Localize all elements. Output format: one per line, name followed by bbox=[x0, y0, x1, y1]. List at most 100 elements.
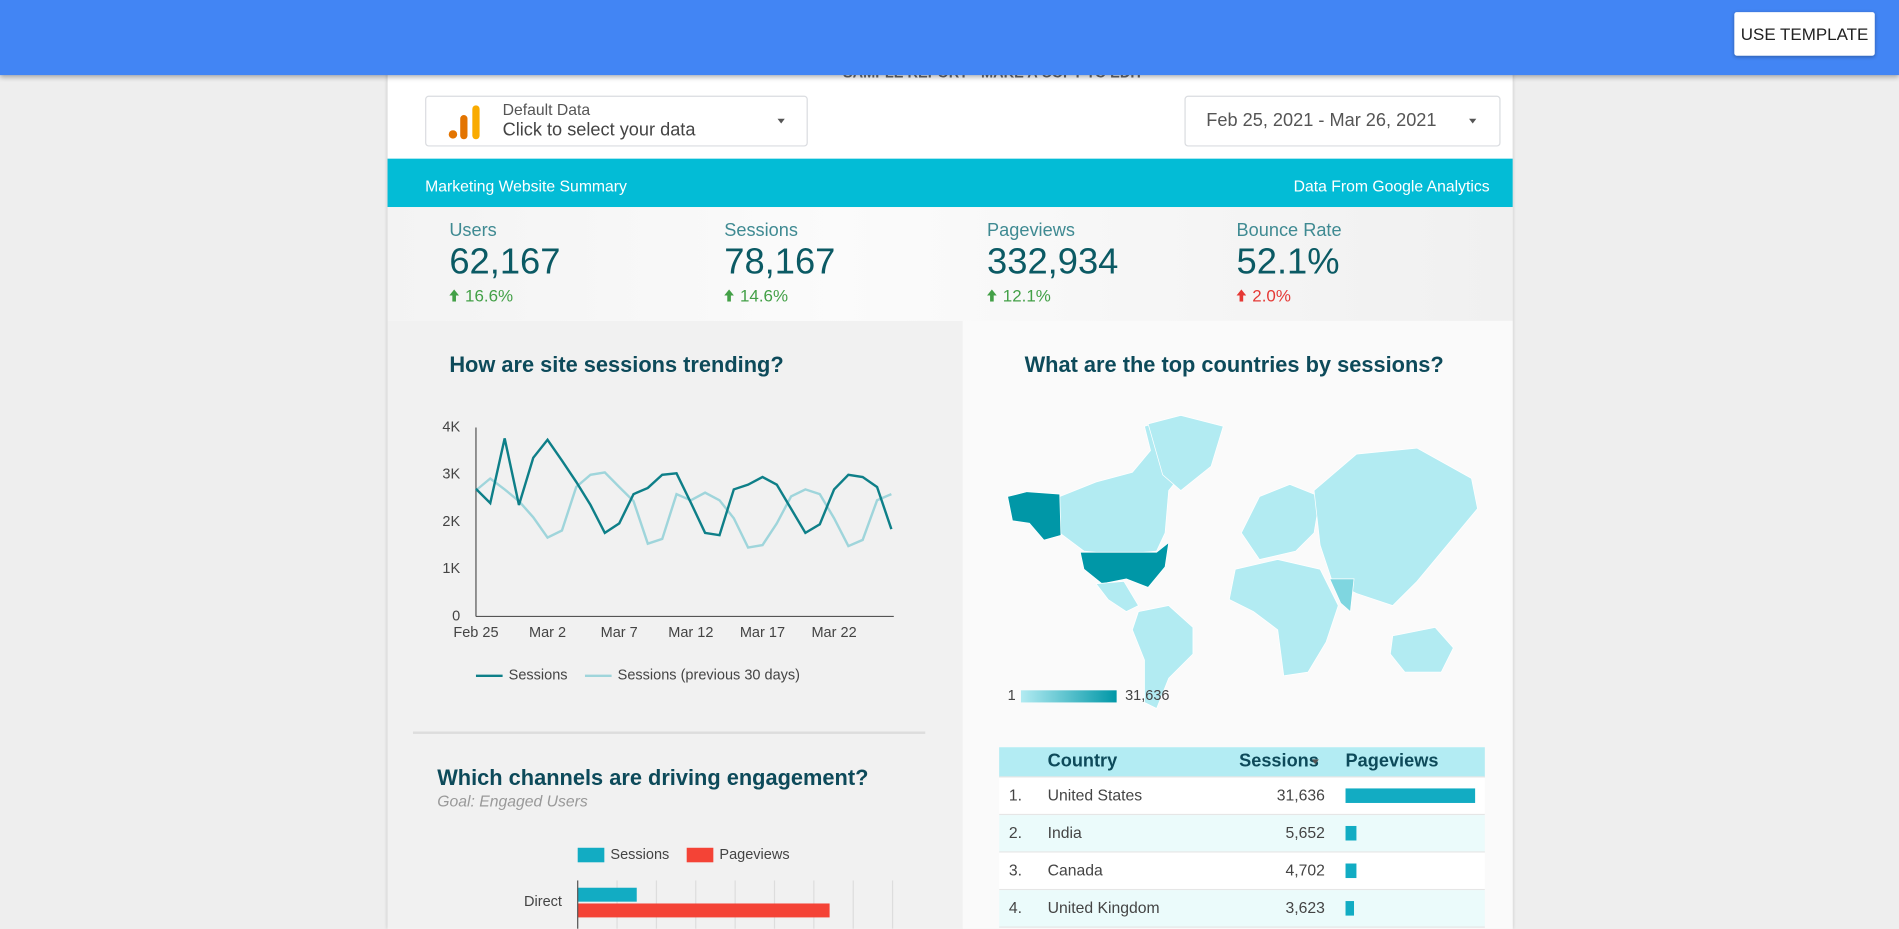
map-legend-gradient bbox=[1020, 690, 1117, 703]
map-title: What are the top countries by sessions? bbox=[1024, 352, 1444, 377]
pageviews-bar bbox=[1345, 788, 1476, 803]
date-range-picker[interactable] bbox=[1184, 95, 1501, 147]
map-legend-min: 1 bbox=[1008, 688, 1016, 704]
y-tick-label: 4K bbox=[442, 419, 460, 435]
dropdown-caret bbox=[777, 118, 785, 124]
kpi-value: 332,934 bbox=[987, 242, 1119, 283]
table-row: 3. Canada 4,702 bbox=[999, 852, 1485, 891]
legend-label: Sessions bbox=[610, 847, 669, 863]
data-label: Default Data bbox=[502, 100, 591, 119]
country: United States bbox=[1047, 786, 1143, 805]
y-tick-label: 2K bbox=[442, 514, 460, 530]
sort-caret bbox=[1311, 759, 1319, 765]
left-panel bbox=[387, 320, 963, 929]
legend-label: Sessions bbox=[509, 668, 568, 684]
header-cell: Pageviews bbox=[1345, 750, 1439, 772]
summary-title: Marketing Website Summary bbox=[425, 176, 627, 195]
pageviews-bar bbox=[1345, 825, 1357, 841]
asia bbox=[1313, 447, 1478, 606]
kpi-label: Users bbox=[449, 220, 497, 242]
kpi-label: Sessions bbox=[724, 220, 798, 242]
bar-chart-title: Which channels are driving engagement? bbox=[437, 765, 869, 790]
pageviews-bar bbox=[1345, 863, 1357, 879]
united-states bbox=[1079, 541, 1170, 588]
arrow-shape bbox=[449, 289, 460, 302]
kpi-arrow bbox=[449, 289, 460, 302]
top-bar: USE TEMPLATE bbox=[0, 0, 1899, 76]
sessions: 5,652 bbox=[1285, 823, 1325, 842]
europe bbox=[1240, 484, 1321, 560]
map-legend-max: 31,636 bbox=[1125, 688, 1169, 704]
rank: 4. bbox=[1008, 898, 1022, 917]
kpi-area bbox=[387, 207, 1513, 321]
table-row: 2. India 5,652 bbox=[999, 815, 1485, 853]
kpi-change: 2.0% bbox=[1252, 285, 1291, 306]
bar bbox=[577, 887, 637, 902]
arrow-shape bbox=[1236, 289, 1247, 302]
south-america bbox=[1131, 605, 1194, 709]
alaska bbox=[1007, 491, 1062, 541]
rank: 2. bbox=[1008, 823, 1022, 842]
kpi-change: 14.6% bbox=[739, 285, 789, 306]
kpi-value: 52.1% bbox=[1236, 242, 1340, 283]
y-tick-label: 1K bbox=[442, 561, 460, 577]
world-map bbox=[1007, 415, 1478, 709]
kpi-arrow bbox=[724, 289, 734, 302]
analytics-icon bbox=[448, 105, 480, 140]
legend-swatch bbox=[577, 847, 605, 863]
australia bbox=[1389, 626, 1454, 673]
line-series bbox=[475, 471, 892, 549]
bar bbox=[577, 903, 830, 918]
table-header: Country Sessions Pageviews bbox=[999, 747, 1485, 778]
india bbox=[1329, 578, 1355, 613]
sessions: 4,702 bbox=[1285, 861, 1325, 880]
separator bbox=[412, 731, 926, 734]
kpi-label: Bounce Rate bbox=[1236, 220, 1342, 242]
kpi-arrow bbox=[1236, 289, 1247, 302]
rank: 1. bbox=[1008, 786, 1022, 805]
header-cell: Sessions bbox=[1239, 750, 1319, 772]
use-template-button[interactable]: USE TEMPLATE bbox=[1734, 12, 1875, 56]
table-row: 1. United States 31,636 bbox=[999, 777, 1485, 816]
x-tick-label: Mar 17 bbox=[740, 625, 785, 641]
summary-source: Data From Google Analytics bbox=[1293, 176, 1490, 195]
data-selector[interactable] bbox=[425, 95, 808, 147]
kpi-value: 78,167 bbox=[724, 242, 836, 283]
kpi-label: Pageviews bbox=[987, 220, 1075, 242]
date-range: Feb 25, 2021 - Mar 26, 2021 bbox=[1206, 110, 1437, 131]
sessions: 31,636 bbox=[1276, 786, 1325, 805]
bar-chart-subtitle: Goal: Engaged Users bbox=[437, 792, 588, 811]
africa bbox=[1228, 559, 1339, 677]
table-row: 4. United Kingdom 3,623 bbox=[999, 890, 1485, 928]
line-chart-title: How are site sessions trending? bbox=[449, 352, 784, 377]
x-tick-label: Mar 12 bbox=[668, 625, 713, 641]
kpi-arrow bbox=[987, 289, 997, 302]
kpi-change: 12.1% bbox=[1002, 285, 1051, 306]
kpi-change: 16.6% bbox=[465, 285, 514, 306]
kpi-value: 62,167 bbox=[449, 242, 561, 283]
summary-bar bbox=[387, 158, 1513, 208]
y-tick-label: Direct bbox=[524, 894, 562, 910]
data-prompt: Click to select your data bbox=[502, 119, 696, 141]
arrow-shape bbox=[987, 289, 997, 302]
pageviews-bar bbox=[1345, 901, 1354, 916]
header-cell: Country bbox=[1047, 750, 1118, 772]
mexico bbox=[1095, 580, 1139, 613]
x-tick-label: Mar 7 bbox=[601, 625, 638, 641]
country: United Kingdom bbox=[1047, 898, 1160, 917]
line-series bbox=[475, 437, 893, 537]
rank: 3. bbox=[1008, 861, 1022, 880]
legend-swatch bbox=[686, 847, 714, 863]
y-tick-label: 3K bbox=[442, 467, 460, 483]
y-tick-label: 0 bbox=[452, 608, 460, 624]
x-tick-label: Mar 22 bbox=[811, 625, 856, 641]
country-table: Country Sessions Pageviews 1. United States 3… bbox=[999, 747, 1485, 928]
sessions: 3,623 bbox=[1285, 898, 1325, 917]
dropdown-caret bbox=[1469, 118, 1477, 124]
x-tick-label: Feb 25 bbox=[453, 625, 498, 641]
legend-label: Sessions (previous 30 days) bbox=[618, 668, 800, 684]
x-tick-label: Mar 2 bbox=[529, 625, 566, 641]
